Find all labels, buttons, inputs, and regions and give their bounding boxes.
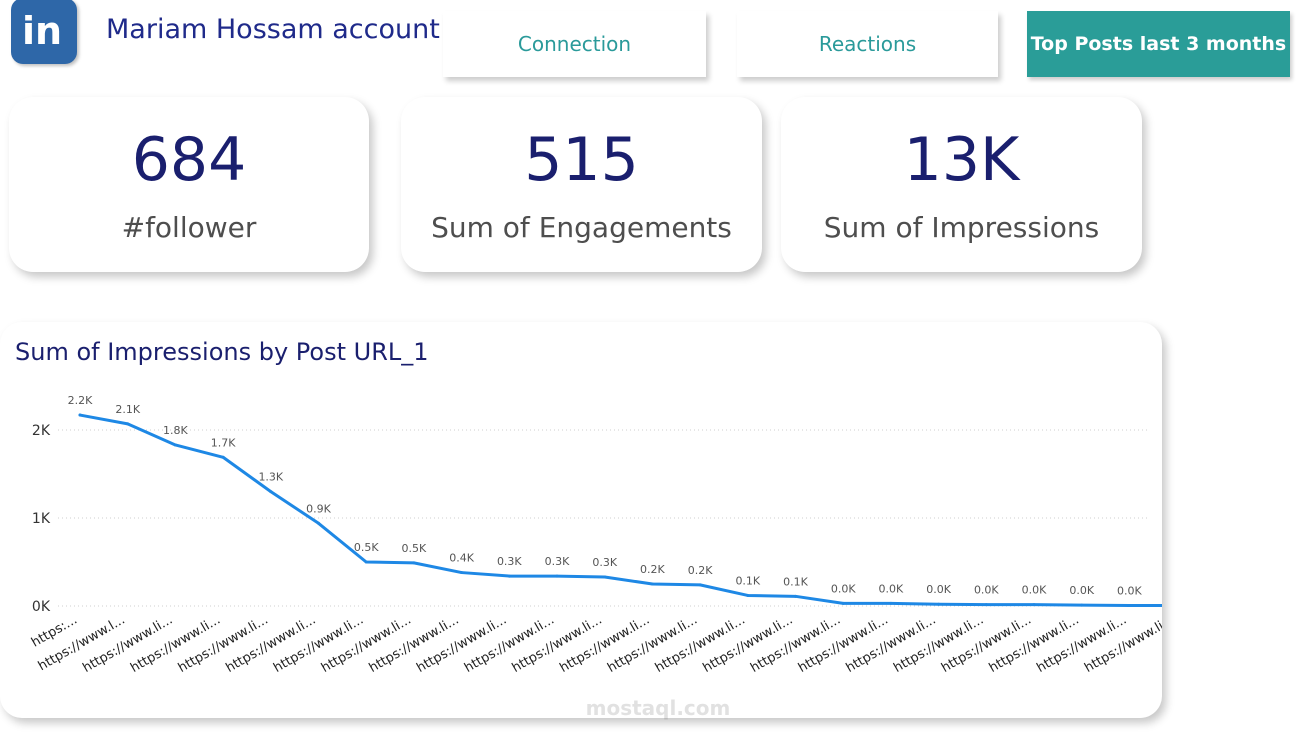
data-point bbox=[651, 583, 654, 586]
data-point bbox=[556, 575, 559, 578]
y-tick-label: 0K bbox=[32, 599, 51, 615]
data-point bbox=[746, 594, 749, 597]
data-label: 0.0K bbox=[974, 584, 999, 597]
kpi-card-engagements: 515 Sum of Engagements bbox=[401, 97, 762, 272]
connection-button[interactable]: Connection bbox=[443, 11, 706, 77]
data-label: 0.2K bbox=[688, 564, 713, 577]
data-label: 1.3K bbox=[258, 471, 283, 484]
kpi-value-impressions: 13K bbox=[781, 125, 1142, 195]
data-label: 0.9K bbox=[306, 502, 331, 515]
data-point bbox=[985, 603, 988, 606]
data-point bbox=[365, 561, 368, 564]
kpi-label-followers: #follower bbox=[9, 211, 369, 244]
data-label: 0.0K bbox=[831, 582, 856, 595]
linkedin-logo: in bbox=[11, 0, 77, 64]
data-label: 2.1K bbox=[115, 403, 140, 416]
kpi-card-impressions: 13K Sum of Impressions bbox=[781, 97, 1142, 272]
impressions-chart-card: Sum of Impressions by Post URL_1 0K 1K 2K 2… bbox=[0, 322, 1162, 718]
data-label: 0.3K bbox=[545, 555, 570, 568]
data-label: 0.0K bbox=[1069, 584, 1094, 597]
data-point bbox=[1128, 604, 1131, 607]
y-tick-label: 2K bbox=[32, 423, 51, 439]
data-point bbox=[79, 414, 82, 417]
data-point bbox=[1080, 604, 1083, 607]
kpi-value-engagements: 515 bbox=[401, 125, 762, 195]
data-label: 0.5K bbox=[402, 542, 427, 555]
data-point bbox=[174, 443, 177, 446]
data-label: 1.7K bbox=[211, 436, 236, 449]
data-point bbox=[937, 603, 940, 606]
data-label: 0.4K bbox=[449, 552, 474, 565]
data-label: 0.5K bbox=[354, 541, 379, 554]
data-point bbox=[412, 561, 415, 564]
data-label: 0.0K bbox=[1117, 585, 1142, 598]
data-label: 0.1K bbox=[783, 575, 808, 588]
account-title: Mariam Hossam account bbox=[106, 14, 440, 45]
data-label: 1.8K bbox=[163, 424, 188, 437]
data-label: 0.3K bbox=[497, 555, 522, 568]
reactions-button[interactable]: Reactions bbox=[737, 11, 998, 77]
data-point bbox=[269, 490, 272, 493]
impressions-line-chart: 0K 1K 2K 2.2K 2.1K 1.8K 1.7K 1.3K 0.9K 0.5K 0.5K 0.… bbox=[0, 322, 1162, 718]
kpi-label-impressions: Sum of Impressions bbox=[781, 211, 1142, 244]
kpi-value-followers: 684 bbox=[9, 125, 369, 195]
data-label: 0.0K bbox=[1022, 584, 1047, 597]
linkedin-icon: in bbox=[11, 0, 77, 64]
kpi-label-engagements: Sum of Engagements bbox=[401, 211, 762, 244]
data-label: 2.2K bbox=[68, 394, 93, 407]
data-point bbox=[317, 522, 320, 525]
data-point bbox=[460, 571, 463, 574]
data-point bbox=[508, 575, 511, 578]
series-line bbox=[80, 415, 1162, 606]
y-tick-label: 1K bbox=[32, 511, 51, 527]
kpi-card-followers: 684 #follower bbox=[9, 97, 369, 272]
data-point bbox=[842, 602, 845, 605]
data-point bbox=[889, 602, 892, 605]
data-label: 0.0K bbox=[926, 583, 951, 596]
data-point bbox=[794, 595, 797, 598]
data-point bbox=[222, 456, 225, 459]
data-label: 0.3K bbox=[592, 556, 617, 569]
data-point bbox=[1033, 603, 1036, 606]
data-point bbox=[603, 575, 606, 578]
data-label: 0.0K bbox=[879, 582, 904, 595]
data-label: 0.2K bbox=[640, 563, 665, 576]
data-label: 0.1K bbox=[735, 574, 760, 587]
svg-text:in: in bbox=[22, 9, 62, 53]
data-point bbox=[699, 583, 702, 586]
top-posts-button[interactable]: Top Posts last 3 months bbox=[1027, 11, 1290, 77]
data-point bbox=[126, 422, 129, 425]
